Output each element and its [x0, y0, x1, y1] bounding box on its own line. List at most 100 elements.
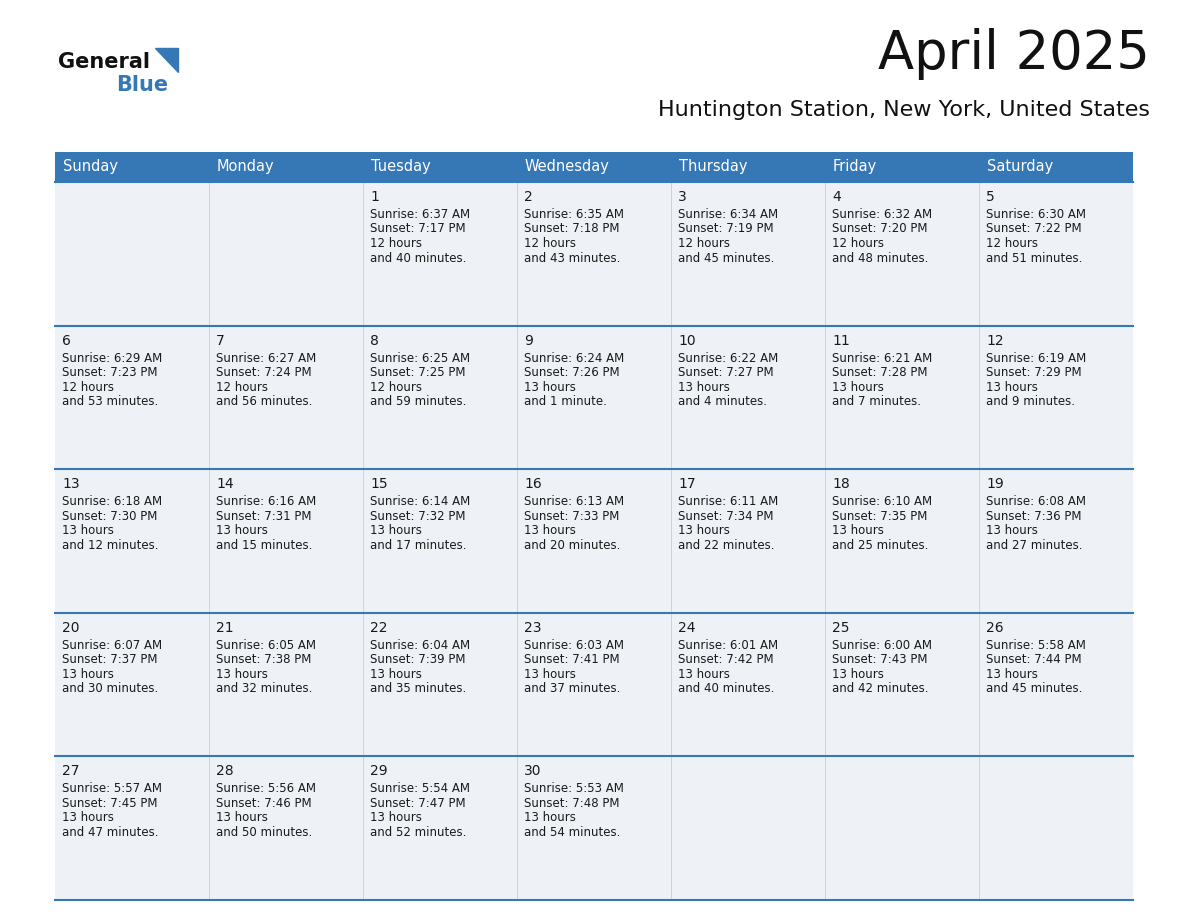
- Text: Sunset: 7:45 PM: Sunset: 7:45 PM: [62, 797, 158, 810]
- Text: 13 hours: 13 hours: [524, 381, 576, 394]
- Text: and 48 minutes.: and 48 minutes.: [832, 252, 928, 264]
- Text: Sunrise: 5:56 AM: Sunrise: 5:56 AM: [216, 782, 316, 795]
- Text: Sunrise: 6:18 AM: Sunrise: 6:18 AM: [62, 495, 162, 509]
- Text: 29: 29: [369, 765, 387, 778]
- Text: Sunset: 7:27 PM: Sunset: 7:27 PM: [678, 366, 773, 379]
- Text: Sunset: 7:33 PM: Sunset: 7:33 PM: [524, 509, 619, 522]
- Text: and 17 minutes.: and 17 minutes.: [369, 539, 467, 552]
- Text: April 2025: April 2025: [878, 28, 1150, 80]
- Text: Sunrise: 6:21 AM: Sunrise: 6:21 AM: [832, 352, 933, 364]
- Text: 2: 2: [524, 190, 532, 204]
- Text: Sunrise: 6:27 AM: Sunrise: 6:27 AM: [216, 352, 316, 364]
- Text: Sunrise: 6:03 AM: Sunrise: 6:03 AM: [524, 639, 624, 652]
- Text: 17: 17: [678, 477, 696, 491]
- Text: Sunrise: 6:24 AM: Sunrise: 6:24 AM: [524, 352, 624, 364]
- Text: 13 hours: 13 hours: [369, 524, 422, 537]
- Text: and 43 minutes.: and 43 minutes.: [524, 252, 620, 264]
- Text: Sunset: 7:30 PM: Sunset: 7:30 PM: [62, 509, 157, 522]
- Text: 13 hours: 13 hours: [216, 812, 267, 824]
- Text: Tuesday: Tuesday: [371, 160, 431, 174]
- Text: 12 hours: 12 hours: [369, 381, 422, 394]
- Text: Sunset: 7:26 PM: Sunset: 7:26 PM: [524, 366, 620, 379]
- Bar: [55, 326, 1133, 469]
- Text: Sunset: 7:34 PM: Sunset: 7:34 PM: [678, 509, 773, 522]
- Bar: [55, 613, 1133, 756]
- Text: Thursday: Thursday: [680, 160, 747, 174]
- Text: Sunrise: 6:08 AM: Sunrise: 6:08 AM: [986, 495, 1086, 509]
- Text: Huntington Station, New York, United States: Huntington Station, New York, United Sta…: [658, 100, 1150, 120]
- Text: Sunset: 7:23 PM: Sunset: 7:23 PM: [62, 366, 158, 379]
- Text: Sunrise: 6:13 AM: Sunrise: 6:13 AM: [524, 495, 624, 509]
- Text: Sunset: 7:48 PM: Sunset: 7:48 PM: [524, 797, 619, 810]
- Text: 12: 12: [986, 333, 1004, 348]
- Text: Sunrise: 5:57 AM: Sunrise: 5:57 AM: [62, 782, 162, 795]
- Text: Sunset: 7:31 PM: Sunset: 7:31 PM: [216, 509, 311, 522]
- Text: Sunrise: 5:54 AM: Sunrise: 5:54 AM: [369, 782, 470, 795]
- Text: 28: 28: [216, 765, 234, 778]
- Text: 26: 26: [986, 621, 1004, 635]
- Text: General: General: [58, 52, 150, 72]
- Text: and 15 minutes.: and 15 minutes.: [216, 539, 312, 552]
- Text: Sunset: 7:22 PM: Sunset: 7:22 PM: [986, 222, 1081, 236]
- Text: 12 hours: 12 hours: [678, 237, 729, 250]
- Text: and 30 minutes.: and 30 minutes.: [62, 682, 158, 695]
- Text: and 54 minutes.: and 54 minutes.: [524, 826, 620, 839]
- Text: Sunrise: 6:05 AM: Sunrise: 6:05 AM: [216, 639, 316, 652]
- Text: Sunset: 7:37 PM: Sunset: 7:37 PM: [62, 654, 158, 666]
- Text: and 40 minutes.: and 40 minutes.: [369, 252, 467, 264]
- Text: and 32 minutes.: and 32 minutes.: [216, 682, 312, 695]
- Text: Sunset: 7:42 PM: Sunset: 7:42 PM: [678, 654, 773, 666]
- Text: 12 hours: 12 hours: [524, 237, 576, 250]
- Bar: [55, 756, 1133, 900]
- Text: and 59 minutes.: and 59 minutes.: [369, 395, 467, 409]
- Text: Wednesday: Wednesday: [525, 160, 609, 174]
- Text: 12 hours: 12 hours: [369, 237, 422, 250]
- Text: 12 hours: 12 hours: [986, 237, 1038, 250]
- Text: 13 hours: 13 hours: [62, 524, 114, 537]
- Text: and 4 minutes.: and 4 minutes.: [678, 395, 767, 409]
- Text: and 53 minutes.: and 53 minutes.: [62, 395, 158, 409]
- Text: Friday: Friday: [833, 160, 877, 174]
- Text: and 7 minutes.: and 7 minutes.: [832, 395, 921, 409]
- Text: 13 hours: 13 hours: [986, 667, 1038, 681]
- Text: 13 hours: 13 hours: [832, 524, 884, 537]
- Text: Sunset: 7:25 PM: Sunset: 7:25 PM: [369, 366, 466, 379]
- Text: 24: 24: [678, 621, 695, 635]
- Text: and 22 minutes.: and 22 minutes.: [678, 539, 775, 552]
- Text: Sunrise: 6:01 AM: Sunrise: 6:01 AM: [678, 639, 778, 652]
- Text: and 50 minutes.: and 50 minutes.: [216, 826, 312, 839]
- Text: 20: 20: [62, 621, 80, 635]
- Text: 5: 5: [986, 190, 994, 204]
- Bar: [55, 152, 1133, 182]
- Text: 13 hours: 13 hours: [986, 524, 1038, 537]
- Text: 19: 19: [986, 477, 1004, 491]
- Text: Sunrise: 6:35 AM: Sunrise: 6:35 AM: [524, 208, 624, 221]
- Text: and 56 minutes.: and 56 minutes.: [216, 395, 312, 409]
- Text: Sunrise: 6:30 AM: Sunrise: 6:30 AM: [986, 208, 1086, 221]
- Text: 13 hours: 13 hours: [986, 381, 1038, 394]
- Text: Sunset: 7:39 PM: Sunset: 7:39 PM: [369, 654, 466, 666]
- Text: and 12 minutes.: and 12 minutes.: [62, 539, 158, 552]
- Text: Sunset: 7:44 PM: Sunset: 7:44 PM: [986, 654, 1081, 666]
- Text: Sunday: Sunday: [63, 160, 118, 174]
- Text: and 47 minutes.: and 47 minutes.: [62, 826, 158, 839]
- Text: 1: 1: [369, 190, 379, 204]
- Text: Sunrise: 5:58 AM: Sunrise: 5:58 AM: [986, 639, 1086, 652]
- Text: Sunrise: 5:53 AM: Sunrise: 5:53 AM: [524, 782, 624, 795]
- Text: 4: 4: [832, 190, 841, 204]
- Text: and 20 minutes.: and 20 minutes.: [524, 539, 620, 552]
- Text: Sunrise: 6:34 AM: Sunrise: 6:34 AM: [678, 208, 778, 221]
- Text: and 42 minutes.: and 42 minutes.: [832, 682, 929, 695]
- Text: 23: 23: [524, 621, 542, 635]
- Text: Sunrise: 6:22 AM: Sunrise: 6:22 AM: [678, 352, 778, 364]
- Text: 21: 21: [216, 621, 234, 635]
- Text: Sunrise: 6:25 AM: Sunrise: 6:25 AM: [369, 352, 470, 364]
- Text: 10: 10: [678, 333, 696, 348]
- Text: and 25 minutes.: and 25 minutes.: [832, 539, 928, 552]
- Text: Sunrise: 6:11 AM: Sunrise: 6:11 AM: [678, 495, 778, 509]
- Text: Sunrise: 6:10 AM: Sunrise: 6:10 AM: [832, 495, 933, 509]
- Text: and 9 minutes.: and 9 minutes.: [986, 395, 1075, 409]
- Text: and 45 minutes.: and 45 minutes.: [986, 682, 1082, 695]
- Text: Sunrise: 6:29 AM: Sunrise: 6:29 AM: [62, 352, 163, 364]
- Text: Sunrise: 6:14 AM: Sunrise: 6:14 AM: [369, 495, 470, 509]
